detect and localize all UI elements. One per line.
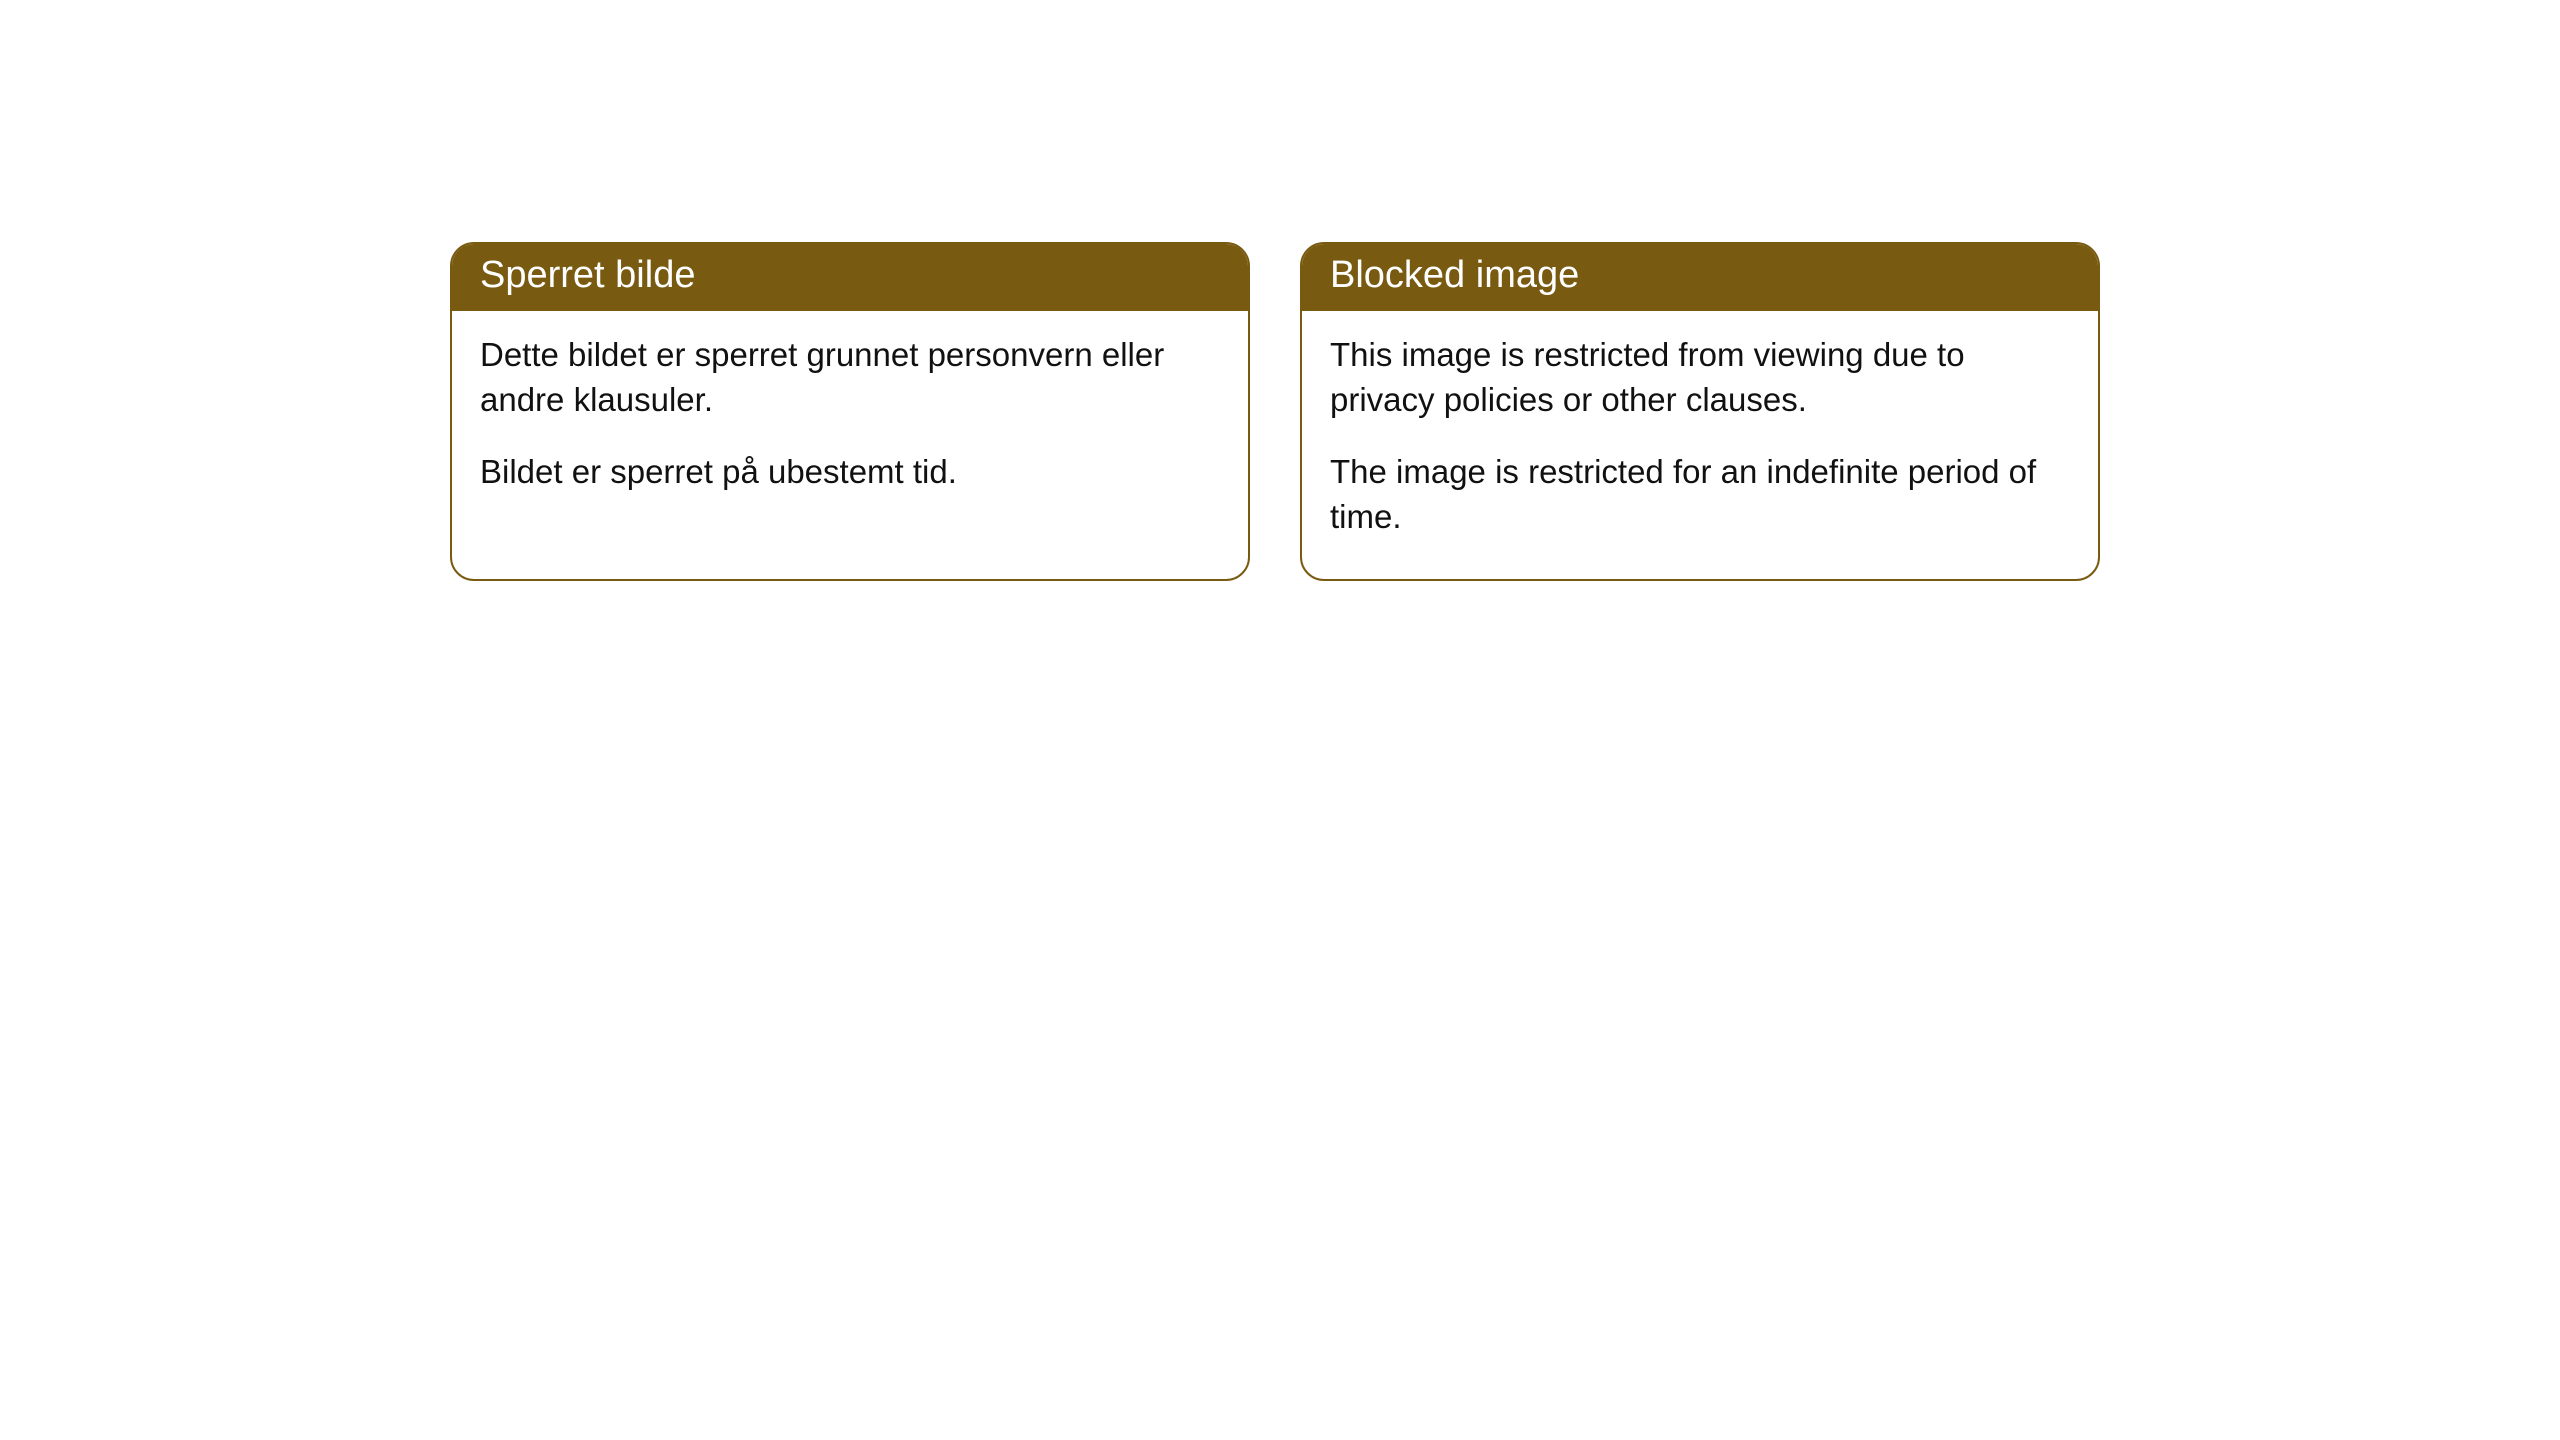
card-body-en: This image is restricted from viewing du… — [1302, 311, 2098, 579]
blocked-image-card-no: Sperret bilde Dette bildet er sperret gr… — [450, 242, 1250, 581]
card-text-no-1: Dette bildet er sperret grunnet personve… — [480, 333, 1220, 422]
card-header-en: Blocked image — [1302, 244, 2098, 311]
card-text-en-2: The image is restricted for an indefinit… — [1330, 450, 2070, 539]
card-text-no-2: Bildet er sperret på ubestemt tid. — [480, 450, 1220, 495]
card-body-no: Dette bildet er sperret grunnet personve… — [452, 311, 1248, 535]
card-text-en-1: This image is restricted from viewing du… — [1330, 333, 2070, 422]
blocked-image-card-en: Blocked image This image is restricted f… — [1300, 242, 2100, 581]
cards-container: Sperret bilde Dette bildet er sperret gr… — [0, 0, 2560, 581]
card-header-no: Sperret bilde — [452, 244, 1248, 311]
